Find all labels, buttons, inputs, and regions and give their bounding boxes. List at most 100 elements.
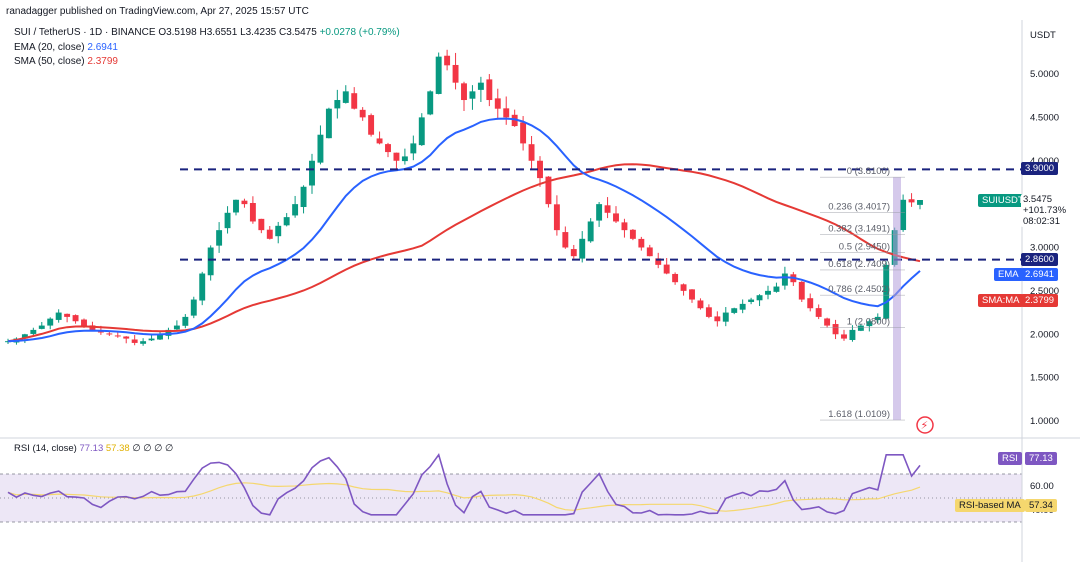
candle-body [596, 204, 603, 221]
candle-body [157, 334, 163, 340]
candle-body [266, 229, 273, 239]
fib-levels: 0 (3.8100) 0.236 (3.4017) 0.382 (3.1491) 0.… [820, 166, 905, 421]
candle-body [528, 144, 535, 161]
symbol-legend[interactable]: SUI / TetherUS · 1D · BINANCE O3.5198 H3… [14, 27, 400, 38]
fib-label-0.236: 0.236 (3.4017) [828, 202, 890, 213]
candle-body [731, 308, 738, 313]
candle-body [781, 273, 788, 286]
candle-body [452, 64, 459, 83]
rsi-line [7, 453, 921, 516]
candle-body [587, 221, 594, 242]
rsi-legend-value: 77.13 [79, 443, 104, 454]
candle-body [351, 93, 358, 109]
candle-body [249, 202, 256, 222]
candle-body [714, 316, 721, 322]
candle-body [689, 289, 695, 300]
candle-body [207, 247, 214, 276]
rsi-axis-value: 77.13 [1025, 452, 1057, 465]
candle-body [342, 91, 349, 103]
rsi-legend-label: RSI (14, close) [14, 443, 77, 454]
candle-body [241, 200, 248, 205]
candle-body [435, 56, 442, 94]
fib-label-1: 1 (2.0800) [847, 316, 890, 327]
rsi-legend[interactable]: RSI (14, close) 77.13 57.38 ∅ ∅ ∅ ∅ [14, 443, 173, 454]
candle-body [874, 316, 881, 321]
candles [5, 49, 923, 346]
rsi-axis-label: RSI [998, 452, 1022, 465]
candle-body [444, 55, 451, 66]
countdown-tag: 08:02:31 [1023, 216, 1060, 227]
price-tick: 2.5000 [1030, 286, 1059, 297]
ohlc-change: +0.0278 (+0.79%) [319, 27, 400, 38]
candle-body [140, 341, 147, 344]
ohlc-open: O3.5198 [158, 27, 197, 38]
candle-body [908, 199, 915, 203]
candle-body [646, 247, 653, 257]
fib-label-0.5: 0.5 (2.9450) [839, 241, 890, 252]
alert-icon[interactable] [916, 416, 934, 434]
ema-legend[interactable]: EMA (20, close) 2.6941 [14, 42, 118, 53]
rsi-ma-legend-value: 57.38 [105, 443, 130, 454]
sma-legend-label: SMA (50, close) [14, 56, 85, 67]
candle-body [849, 329, 856, 340]
candle-body [537, 160, 543, 179]
sma-line [7, 163, 921, 343]
ema-axis-label: EMA [994, 268, 1023, 281]
candle-body [131, 339, 138, 343]
sma-axis-label: SMA:MA [978, 294, 1024, 307]
candle-body [165, 329, 172, 336]
fib-label-0.786: 0.786 (2.4502) [828, 284, 890, 295]
candle-body [722, 312, 729, 322]
candle-body [21, 334, 28, 339]
rsi-ma-axis-label: RSI-based MA [955, 499, 1025, 512]
ema-line [7, 117, 921, 343]
candle-body [173, 325, 180, 330]
candle-body [461, 83, 467, 101]
candle-body [427, 91, 434, 115]
candle-body [190, 299, 197, 316]
candle-body [604, 205, 611, 213]
candle-body [233, 199, 239, 213]
candle-body [739, 303, 746, 310]
candle-body [216, 230, 223, 246]
candle-body [680, 284, 687, 291]
last-price-block: 3.5475 +101.73% 08:02:31 [1021, 194, 1069, 227]
candle-body [123, 336, 130, 339]
candle-body [376, 138, 383, 144]
axis-currency: USDT [1030, 30, 1056, 41]
candle-body [325, 108, 332, 139]
sma-legend[interactable]: SMA (50, close) 2.3799 [14, 56, 118, 67]
candle-body [857, 325, 864, 331]
candle-body [106, 333, 113, 335]
candle-body [486, 79, 493, 101]
rsi-tick: 60.00 [1030, 481, 1054, 492]
candle-body [579, 238, 586, 259]
candle-body [64, 313, 71, 317]
candle-body [292, 204, 299, 216]
candle-body [385, 144, 391, 153]
rsi-ma-line [7, 482, 921, 512]
ohlc-high: H3.6551 [199, 27, 238, 38]
ohlc-low: L3.4235 [240, 27, 277, 38]
candle-body [638, 238, 645, 248]
candle-body [773, 286, 780, 292]
ema-axis-value: 2.6941 [1021, 268, 1059, 281]
price-tick: 2.0000 [1030, 329, 1059, 340]
sma-axis-value: 2.3799 [1021, 294, 1059, 307]
candle-body [613, 213, 619, 222]
candle-body [359, 109, 366, 118]
symbol-title: SUI / TetherUS · 1D · BINANCE [14, 27, 156, 38]
candle-body [30, 329, 37, 334]
price-axis: 5.0000 4.5000 4.0000 3.0000 2.5000 2.0000 1.50… [1030, 69, 1059, 427]
fib-label-0.382: 0.382 (3.1491) [828, 224, 890, 235]
price-tick: 4.5000 [1030, 112, 1059, 123]
candle-body [553, 204, 560, 231]
candle-body [663, 264, 670, 274]
rsi-legend-extra: ∅ ∅ ∅ ∅ [132, 443, 174, 454]
support-tag: 2.8600 [1021, 253, 1059, 266]
candle-body [832, 324, 839, 335]
candle-body [393, 152, 400, 161]
overlays [7, 117, 1022, 343]
fib-label-1.618: 1.618 (1.0109) [828, 409, 890, 420]
